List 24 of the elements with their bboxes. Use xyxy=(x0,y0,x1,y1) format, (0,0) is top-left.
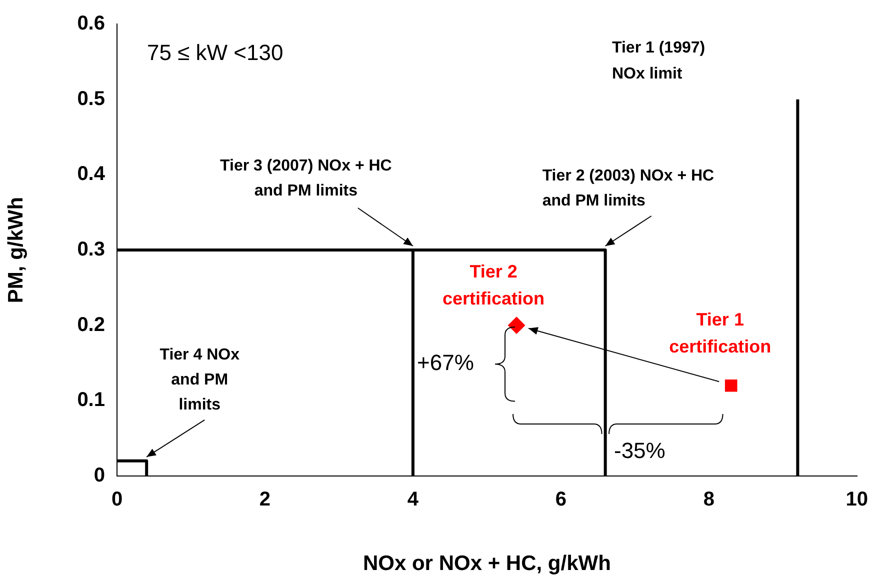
y-tick-label: 0.5 xyxy=(77,88,105,110)
text: Tier 1 certification xyxy=(669,310,772,357)
annotation: Tier 3 (2007) NOx + HC and PM limits xyxy=(220,157,392,200)
x-tick-label: 2 xyxy=(259,488,271,511)
annotation: Tier 1 (1997) NOx limit xyxy=(612,39,706,82)
y-tick-label: 0 xyxy=(94,464,105,487)
series-label: Tier 2 certification xyxy=(442,261,545,308)
x-axis-title: NOx or NOx + HC, g/kWh xyxy=(362,552,611,576)
annotation: 75 ≤ kW <130 xyxy=(147,40,284,66)
x-tick-label: 8 xyxy=(703,488,714,511)
y-axis-title: PM, g/kWh xyxy=(4,196,28,304)
annotation: Tier 4 NOx and PM limits xyxy=(160,346,240,414)
y-tick-label: 0.3 xyxy=(77,238,105,261)
y-tick-label: 0.1 xyxy=(77,389,105,412)
annotation: +67% xyxy=(417,350,474,376)
x-tick-label: 10 xyxy=(846,488,868,511)
y-tick-label: 0.6 xyxy=(77,12,105,35)
annotation: Tier 2 (2003) NOx + HC and PM limits xyxy=(542,167,715,210)
x-tick-label: 4 xyxy=(407,488,420,511)
y-tick-label: 0.2 xyxy=(77,314,105,336)
x-tick-label: 0 xyxy=(111,488,123,511)
annotation: -35% xyxy=(614,438,666,464)
y-tick-label: 0.4 xyxy=(77,163,106,186)
x-tick-label: 6 xyxy=(555,488,566,511)
